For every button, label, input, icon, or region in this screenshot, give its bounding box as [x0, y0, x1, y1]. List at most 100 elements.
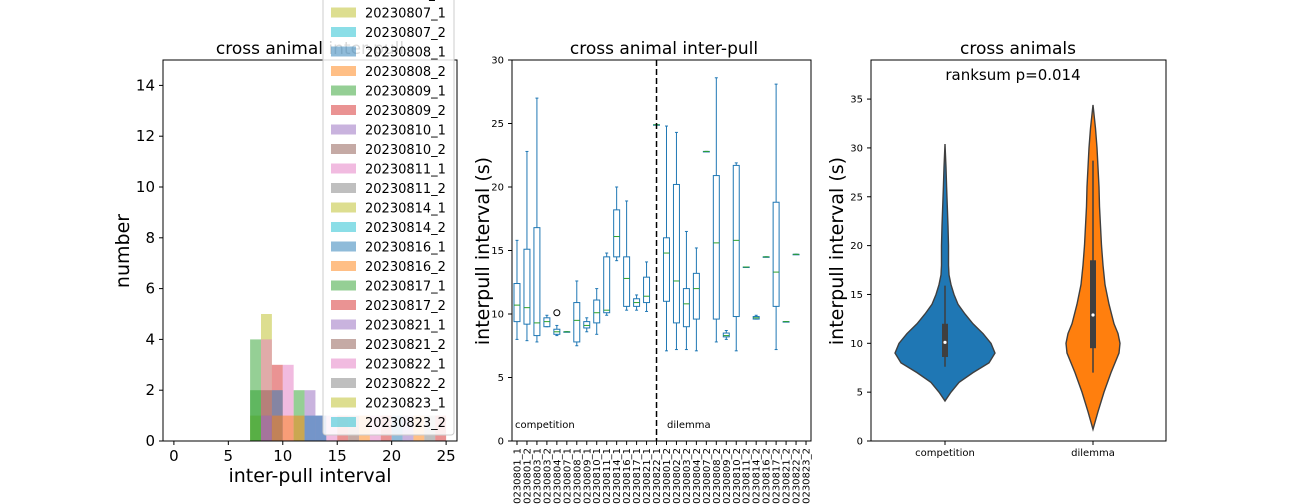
- legend-swatch: [331, 144, 356, 154]
- x-tick-label: 20230801_2: [522, 448, 533, 504]
- box-body: [513, 283, 521, 323]
- legend-swatch: [331, 222, 356, 232]
- boxplot-annotation-competition: competition: [515, 420, 575, 431]
- boxplot-ticks: 05101520253020230801_120230801_220230803…: [491, 56, 812, 504]
- x-tick-label: 20230804_2: [692, 448, 703, 504]
- legend-swatch: [331, 417, 356, 427]
- x-tick-label: 15: [328, 447, 347, 465]
- y-tick-label: 2: [145, 381, 155, 399]
- box-body: [533, 227, 541, 337]
- legend-swatch: [331, 27, 356, 37]
- histogram-bar: [261, 415, 272, 441]
- box-body: [523, 248, 531, 325]
- x-tick-label: 20230803_1: [532, 448, 543, 504]
- histogram-ylabel: number: [112, 214, 134, 288]
- box-outlier: [553, 309, 561, 317]
- x-tick-label: 10: [273, 447, 292, 465]
- legend-entry: 20230822_2: [365, 377, 446, 392]
- y-tick-label: 0: [145, 432, 155, 450]
- y-tick-label: 0: [498, 437, 504, 448]
- x-tick-label: 20230822_1: [652, 448, 663, 504]
- legend-entry: 20230817_2: [365, 299, 446, 314]
- x-tick-label: 25: [437, 447, 456, 465]
- y-tick-label: 10: [491, 310, 504, 321]
- x-tick-label: 20: [382, 447, 401, 465]
- legend-swatch: [331, 85, 356, 96]
- histogram-bar: [304, 415, 316, 441]
- x-tick-label: 20230814_1: [612, 448, 623, 504]
- y-tick-label: 6: [145, 280, 155, 298]
- box-body: [573, 302, 581, 343]
- violin-iqr-box: [942, 323, 948, 357]
- legend-entry: 20230809_1: [365, 85, 446, 100]
- legend-swatch: [331, 7, 356, 18]
- legend-swatch: [331, 46, 356, 57]
- histogram-bar: [282, 415, 294, 441]
- x-tick-label: 20230810_1: [592, 448, 603, 504]
- violin-median: [1091, 313, 1095, 317]
- violin-shape: [894, 143, 996, 403]
- x-tick-label: 20230810_2: [732, 448, 743, 504]
- box-body: [712, 175, 720, 320]
- legend-entry: 20230817_1: [365, 280, 446, 295]
- histogram-frame: [162, 59, 458, 442]
- box-body: [662, 237, 670, 302]
- box-body: [603, 256, 611, 314]
- y-tick-label: 30: [850, 143, 863, 154]
- x-tick-label: 20230821_1: [642, 448, 653, 504]
- histogram-bar: [250, 339, 261, 441]
- x-tick-label: 20230811_2: [742, 448, 753, 504]
- legend-entry: 20230814_2: [365, 221, 446, 236]
- legend-entry: 20230808_1: [365, 46, 446, 61]
- boxplot-ylabel: interpull interval (s): [472, 157, 494, 345]
- y-tick-label: 20: [491, 183, 504, 194]
- legend-swatch: [331, 319, 356, 330]
- y-tick-label: 5: [498, 373, 504, 384]
- histogram-xlabel: inter-pull interval: [228, 465, 391, 487]
- legend-entry: 20230809_2: [365, 104, 446, 119]
- histogram-legend: 2 20230807_1 20230807_2 20230808_1 20230808…: [322, 0, 455, 436]
- box-body: [772, 201, 780, 307]
- x-tick-label: 20230809_1: [582, 448, 593, 504]
- violin-frame: [870, 59, 1167, 442]
- x-tick-label: 20230816_1: [622, 448, 633, 504]
- y-tick-label: 8: [145, 229, 155, 247]
- legend-swatch: [331, 261, 356, 271]
- box-body: [672, 183, 680, 324]
- legend-swatch: [331, 339, 356, 349]
- legend-swatch: [331, 105, 356, 115]
- box-body: [543, 317, 551, 328]
- legend-partial-entry: 2: [428, 0, 436, 5]
- x-tick-label: 20230803_2: [682, 448, 693, 504]
- y-tick-label: 4: [145, 330, 155, 348]
- violin-panel: 0 5 10 15 20 25 30 35 competition dilemma cross a…: [826, 39, 1167, 459]
- y-tick-label: 5: [857, 388, 863, 399]
- legend-swatch: [331, 280, 356, 291]
- legend-entry: 20230811_2: [365, 182, 446, 197]
- legend-swatch: [331, 202, 356, 213]
- histogram-bar: [282, 364, 294, 441]
- x-tick-label: 0: [169, 447, 179, 465]
- legend-entry: 20230807_1: [365, 7, 446, 22]
- x-tick-label: 20230807_1: [562, 448, 573, 504]
- y-tick-label: 12: [136, 127, 155, 145]
- x-tick-label: 20230823_2: [802, 448, 813, 504]
- y-tick-label: 15: [850, 290, 863, 301]
- histogram-bar: [271, 415, 283, 441]
- y-tick-label: 14: [136, 76, 155, 94]
- histogram-bar: [315, 415, 327, 441]
- legend-entry: 20230808_2: [365, 65, 446, 80]
- box-body: [593, 299, 601, 324]
- x-tick-label: 20230802_2: [672, 448, 683, 504]
- legend-entry: 20230811_1: [365, 163, 446, 178]
- x-tick-label: 20230821_2: [782, 448, 793, 504]
- y-tick-label: 30: [491, 56, 504, 67]
- histogram-ticks: 0 5 10 15 20 25 0 2 4 6 8 10 12 14: [136, 76, 456, 465]
- violin-iqr-box: [1090, 260, 1096, 349]
- y-tick-label: 0: [857, 437, 863, 448]
- legend-swatch: [331, 397, 356, 408]
- x-tick-label: 20230817_1: [632, 448, 643, 504]
- y-tick-label: 25: [491, 119, 504, 130]
